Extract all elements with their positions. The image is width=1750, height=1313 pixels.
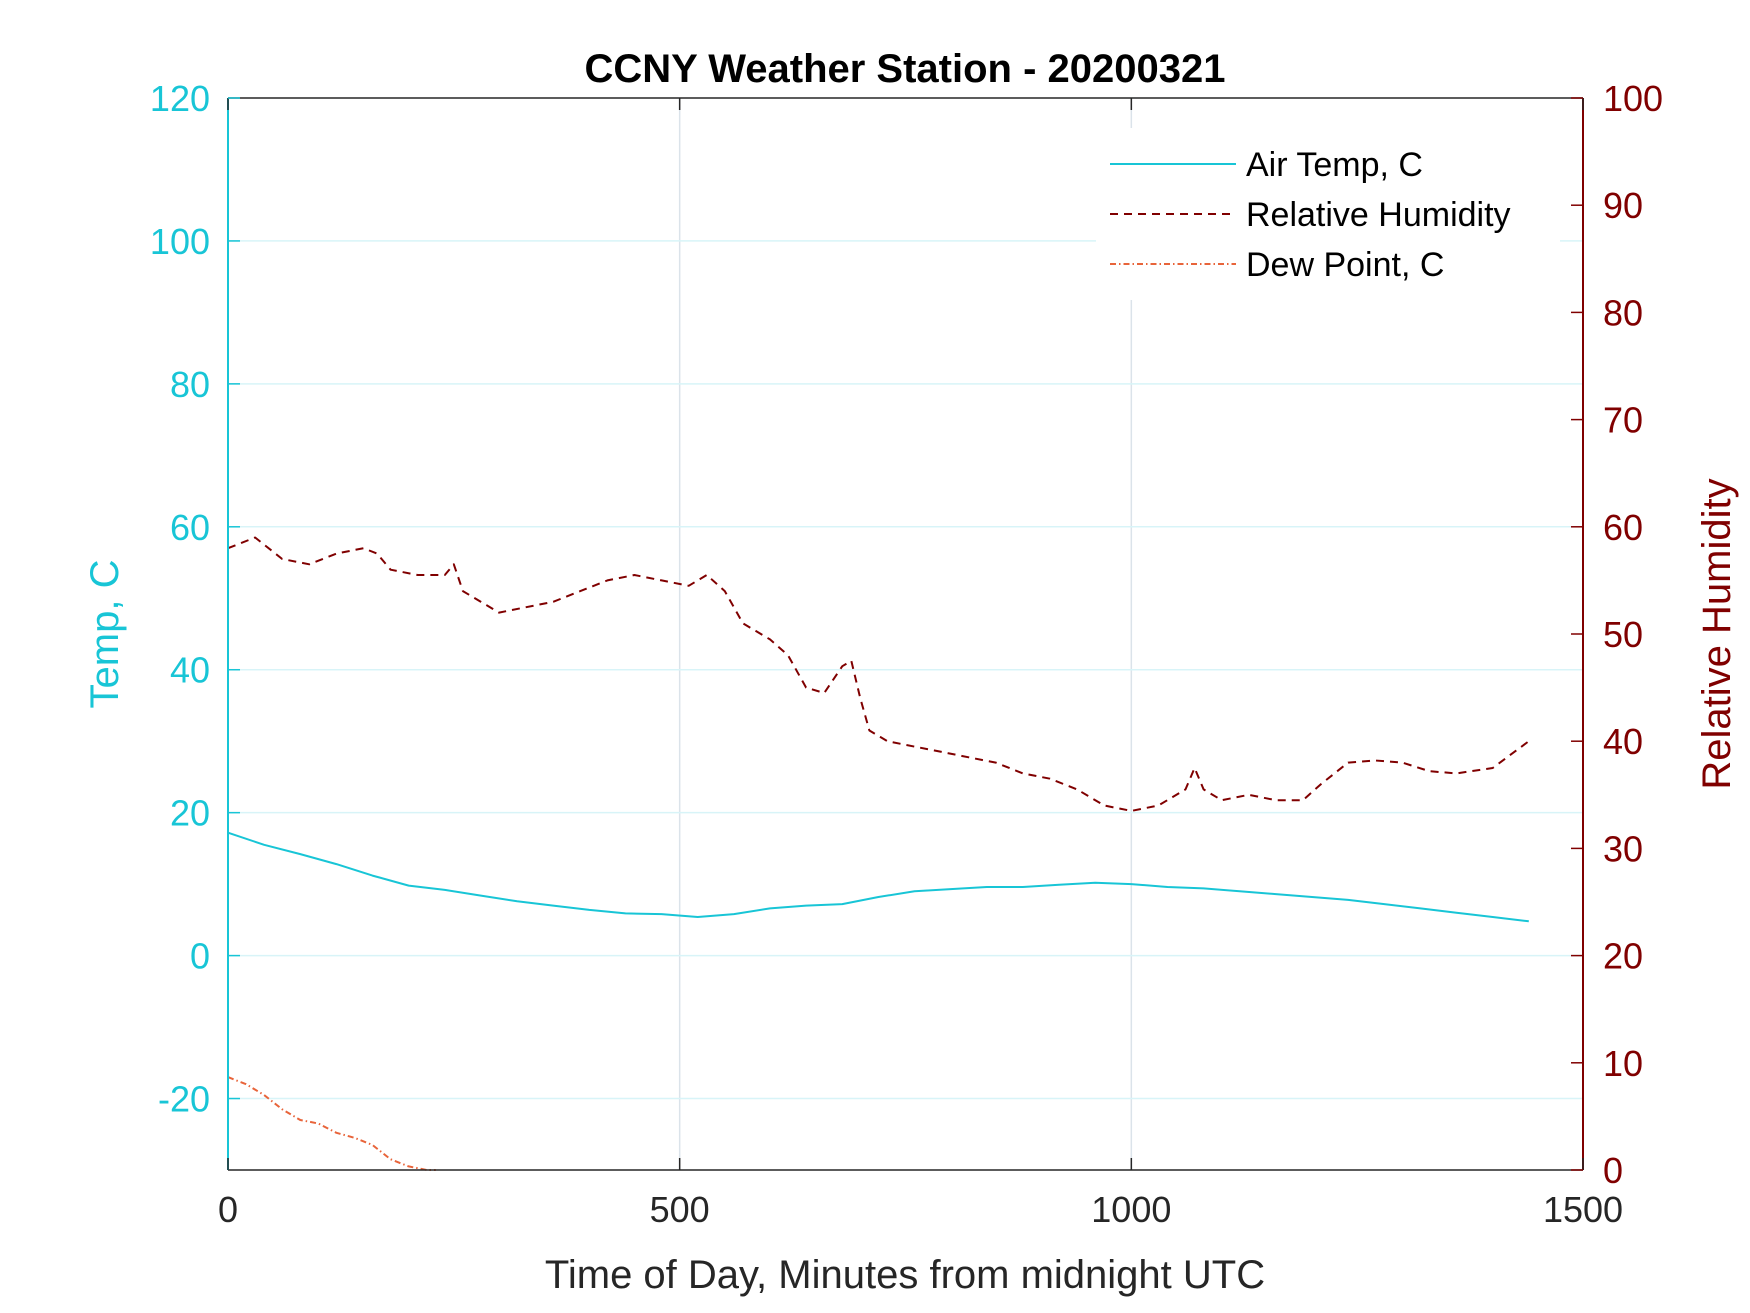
- legend-label-air-temp: Air Temp, C: [1246, 146, 1423, 184]
- y-right-tick-label: 60: [1603, 507, 1643, 548]
- legend-label-relative-humidity: Relative Humidity: [1246, 196, 1511, 234]
- series-air-temp: [227, 831, 1529, 923]
- legend-label-dew-point: Dew Point, C: [1246, 246, 1444, 284]
- x-tick-label: 0: [218, 1189, 238, 1230]
- y-left-tick-label: 40: [170, 650, 210, 691]
- y-axis-left-label: Temp, C: [83, 560, 127, 709]
- ticks-layer: 0 500 1000 1500 -20 0 20 40 60 80 100 120 0 10 20 30 40 5…: [150, 78, 1663, 1230]
- y-right-tick-label: 30: [1603, 828, 1643, 869]
- series-layer: [227, 536, 1530, 1171]
- x-tick-label: 1500: [1543, 1189, 1623, 1230]
- y-right-tick-label: 80: [1603, 292, 1643, 333]
- y-right-tick-label: 40: [1603, 721, 1643, 762]
- y-right-tick-label: 100: [1603, 78, 1663, 119]
- y-left-tick-label: 80: [170, 364, 210, 405]
- x-tick-label: 500: [650, 1189, 710, 1230]
- y-right-tick-label: 50: [1603, 614, 1643, 655]
- y-left-tick-label: 100: [150, 221, 210, 262]
- y-left-tick-label: 120: [150, 78, 210, 119]
- legend: Air Temp, C Relative Humidity Dew Point,…: [1096, 128, 1560, 300]
- y-right-tick-label: 20: [1603, 936, 1643, 977]
- x-axis-label: Time of Day, Minutes from midnight UTC: [545, 1253, 1265, 1297]
- grid-layer: [228, 98, 1583, 1170]
- y-left-tick-label: 20: [170, 793, 210, 834]
- y-right-tick-label: 70: [1603, 400, 1643, 441]
- y-left-tick-label: 0: [190, 936, 210, 977]
- y-right-tick-label: 0: [1603, 1150, 1623, 1191]
- x-tick-label: 1000: [1091, 1189, 1171, 1230]
- y-left-tick-label: 60: [170, 507, 210, 548]
- series-relative-humidity: [227, 536, 1530, 812]
- y-axis-right-label: Relative Humidity: [1695, 478, 1739, 789]
- series-dew-point: [227, 1076, 436, 1171]
- y-left-tick-label: -20: [158, 1079, 210, 1120]
- y-right-tick-label: 10: [1603, 1043, 1643, 1084]
- chart-title: CCNY Weather Station - 20200321: [585, 47, 1226, 91]
- y-right-tick-label: 90: [1603, 185, 1643, 226]
